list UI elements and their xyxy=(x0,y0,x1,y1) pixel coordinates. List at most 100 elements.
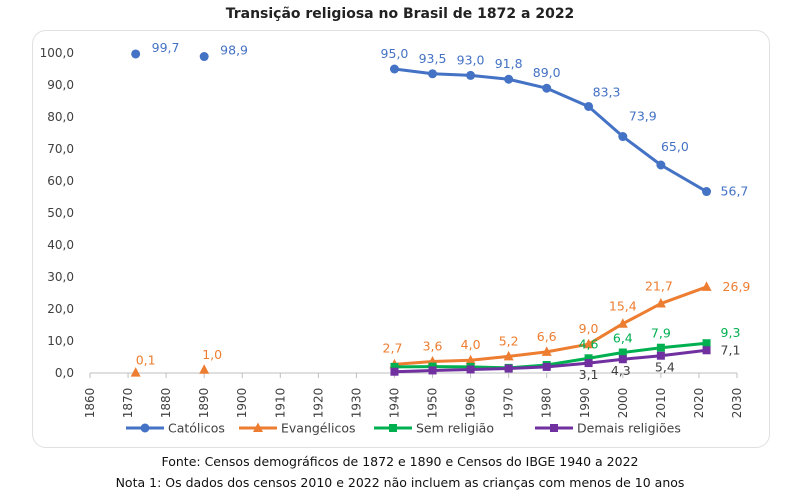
line-chart: 0,0 10,0 20,0 30,0 40,0 50,0 60,0 70,0 80,0 90,0 1… xyxy=(40,40,751,436)
data-label: 5,2 xyxy=(499,333,519,348)
data-label: 15,4 xyxy=(609,299,637,314)
data-point xyxy=(583,338,594,349)
data-point xyxy=(656,351,665,360)
data-point xyxy=(542,362,551,371)
x-tick-label: 1890 xyxy=(197,388,211,419)
y-tick-label: 70,0 xyxy=(47,142,74,156)
y-tick-label: 90,0 xyxy=(47,78,74,92)
data-point xyxy=(390,367,399,376)
x-tick-label: 1910 xyxy=(273,388,287,419)
x-tick-label: 1870 xyxy=(121,388,135,419)
data-label: 73,9 xyxy=(629,109,657,124)
data-label: 3,1 xyxy=(579,367,599,382)
data-label: 83,3 xyxy=(593,84,621,99)
chart-title: Transição religiosa no Brasil de 1872 a … xyxy=(225,6,575,22)
y-tick-label: 40,0 xyxy=(47,238,74,252)
legend-label: Sem religião xyxy=(416,421,494,436)
y-tick-label: 50,0 xyxy=(47,206,74,220)
data-point xyxy=(466,70,476,80)
data-label: 2,7 xyxy=(383,340,403,355)
y-tick-label: 10,0 xyxy=(47,334,74,348)
data-point xyxy=(503,350,514,361)
data-label: 4,3 xyxy=(611,363,631,378)
data-point xyxy=(617,318,628,328)
x-tick-label: 1900 xyxy=(235,388,249,419)
data-label: 89,0 xyxy=(533,65,561,80)
legend-label: Demais religiões xyxy=(577,421,681,436)
data-label: 98,9 xyxy=(220,43,248,58)
x-tick-label: 1930 xyxy=(349,388,363,419)
data-label: 26,9 xyxy=(723,279,751,294)
data-label: 99,7 xyxy=(152,40,180,55)
data-label: 7,9 xyxy=(651,326,671,341)
data-label: 0,1 xyxy=(136,353,156,368)
data-label: 5,4 xyxy=(655,360,675,375)
legend-label: Evangélicos xyxy=(281,421,355,436)
footnote-1: Nota 1: Os dados dos censos 2010 e 2022 … xyxy=(115,475,685,490)
data-point xyxy=(199,52,209,62)
data-label: 4,6 xyxy=(579,336,599,351)
x-tick-label: 1940 xyxy=(387,388,401,419)
y-tick-label: 80,0 xyxy=(47,110,74,124)
data-point xyxy=(199,364,210,374)
y-tick-label: 0,0 xyxy=(55,366,74,380)
data-point xyxy=(584,359,593,368)
data-point xyxy=(466,365,475,374)
data-label: 3,6 xyxy=(423,338,443,353)
data-label: 91,8 xyxy=(495,56,523,71)
x-tick-label: 1920 xyxy=(311,388,325,419)
data-label: 65,0 xyxy=(661,139,689,154)
data-point xyxy=(701,281,712,291)
x-tick-label: 2010 xyxy=(654,388,668,419)
data-point xyxy=(618,348,627,357)
x-tick-label: 1970 xyxy=(502,388,516,419)
data-label: 9,3 xyxy=(721,325,741,340)
data-point xyxy=(656,160,666,170)
data-point xyxy=(428,366,437,375)
data-point xyxy=(541,346,552,356)
data-label: 93,0 xyxy=(457,52,485,67)
data-point xyxy=(130,367,141,377)
x-tick-label: 2030 xyxy=(730,388,744,419)
data-label: 1,0 xyxy=(202,347,222,362)
chart-frame xyxy=(32,30,770,448)
data-label: 9,0 xyxy=(579,321,599,336)
y-tick-label: 30,0 xyxy=(47,270,74,284)
data-point xyxy=(504,74,514,84)
data-label: 93,5 xyxy=(419,51,447,66)
data-point xyxy=(390,362,399,371)
data-point xyxy=(131,49,141,59)
x-tick-label: 1860 xyxy=(83,388,97,419)
source-note: Fonte: Censos demográficos de 1872 e 189… xyxy=(161,454,639,469)
data-point xyxy=(253,422,263,432)
data-point xyxy=(655,298,666,308)
y-tick-label: 60,0 xyxy=(47,174,74,188)
x-tick-label: 1880 xyxy=(159,388,173,419)
legend-label: Católicos xyxy=(168,421,225,436)
data-point xyxy=(542,83,552,93)
data-point xyxy=(702,346,711,355)
y-tick-label: 20,0 xyxy=(47,302,74,316)
data-point xyxy=(702,187,712,197)
data-point xyxy=(389,424,397,432)
x-tick-label: 1990 xyxy=(578,388,592,419)
x-tick-label: 2020 xyxy=(692,388,706,419)
data-label: 21,7 xyxy=(645,279,673,294)
data-point xyxy=(550,424,558,432)
data-label: 4,0 xyxy=(461,337,481,352)
data-point xyxy=(584,354,593,363)
data-point xyxy=(618,355,627,364)
x-tick-label: 2000 xyxy=(616,388,630,419)
y-tick-label: 100,0 xyxy=(40,46,74,60)
data-label: 6,6 xyxy=(537,329,557,344)
data-point xyxy=(618,132,628,142)
data-label: 95,0 xyxy=(381,46,409,61)
data-point xyxy=(584,101,594,111)
x-tick-label: 1950 xyxy=(426,388,440,419)
data-point xyxy=(428,69,438,79)
x-tick-label: 1980 xyxy=(540,388,554,419)
data-label: 7,1 xyxy=(721,342,741,357)
data-point xyxy=(656,343,665,352)
data-label: 56,7 xyxy=(721,184,749,199)
x-tick-label: 1960 xyxy=(464,388,478,419)
